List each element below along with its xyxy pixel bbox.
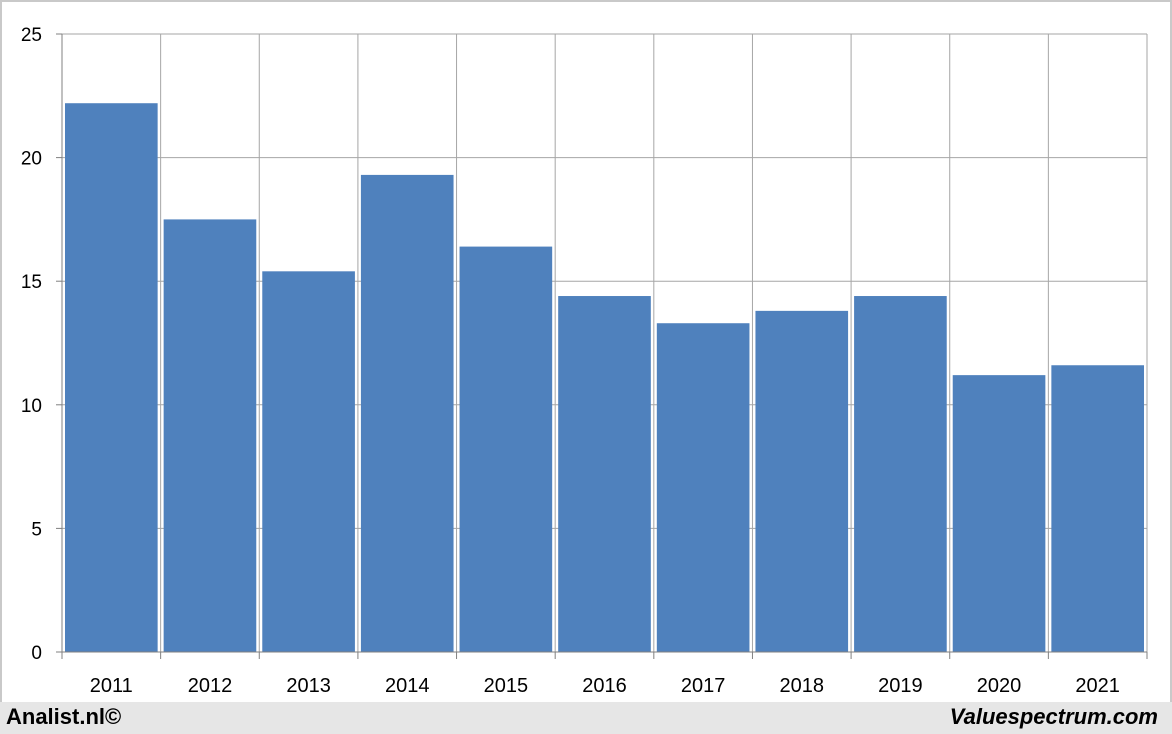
bar-2017 <box>656 323 750 652</box>
footer-bar: Analist.nl© Valuespectrum.com <box>0 702 1172 734</box>
y-tick-label: 0 <box>31 643 42 664</box>
y-tick-label: 5 <box>31 519 42 540</box>
bar-2015 <box>459 246 553 653</box>
bar-2014 <box>360 174 454 653</box>
x-tick-label: 2021 <box>1075 675 1120 697</box>
bar-2021 <box>1051 365 1144 652</box>
x-tick-label: 2016 <box>582 675 627 697</box>
x-tick-labels: 2011 2012 2013 2014 2015 2016 2017 2018 2019 2020… <box>90 675 1120 697</box>
bar-2020 <box>952 375 1046 652</box>
y-tick-label: 10 <box>21 396 42 417</box>
x-tick-label: 2013 <box>286 675 331 697</box>
bar-2018 <box>755 310 849 652</box>
x-tick-label: 2015 <box>484 675 529 697</box>
bar-2019 <box>854 296 947 652</box>
valuespectrum-credit: Valuespectrum.com <box>949 704 1158 729</box>
x-tick-label: 2020 <box>977 675 1022 697</box>
bar-2012 <box>163 219 257 652</box>
x-tick-label: 2014 <box>385 675 430 697</box>
bar-2011 <box>65 103 158 652</box>
x-tick-label: 2012 <box>188 675 233 697</box>
bar-2013 <box>262 271 355 652</box>
analist-credit: Analist.nl© <box>6 704 122 729</box>
x-tick-label: 2018 <box>780 675 825 697</box>
bars <box>65 103 1144 653</box>
y-tick-labels: 0 5 10 15 20 25 <box>21 25 42 664</box>
x-tick-label: 2017 <box>681 675 726 697</box>
y-tick-label: 20 <box>21 149 42 170</box>
x-tick-label: 2011 <box>90 675 133 697</box>
y-tick-label: 25 <box>21 25 42 46</box>
bar-2016 <box>558 296 651 652</box>
axes <box>56 33 1148 659</box>
y-tick-label: 15 <box>21 272 42 293</box>
x-tick-label: 2019 <box>878 675 923 697</box>
